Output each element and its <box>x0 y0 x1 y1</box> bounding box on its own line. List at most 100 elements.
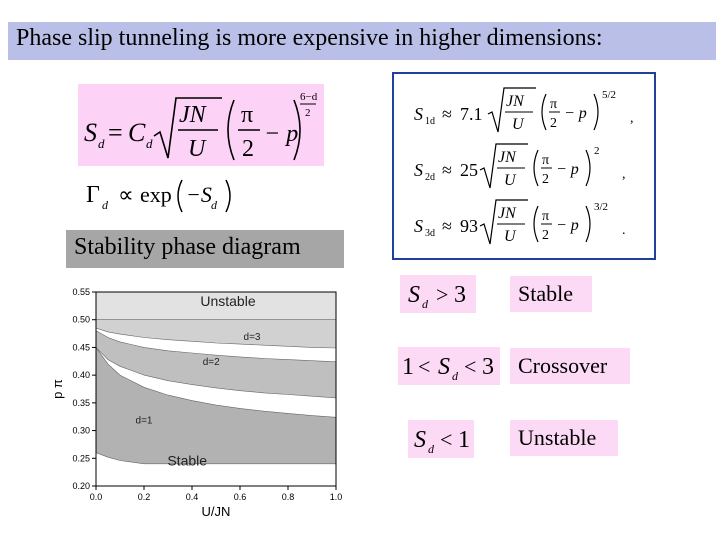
svg-text:,: , <box>630 111 634 126</box>
stable-label: Stable <box>518 281 573 306</box>
region-label: d=3 <box>244 332 261 343</box>
svg-text:JN: JN <box>506 93 525 110</box>
unstable-label-box <box>510 420 618 456</box>
region-label: d=2 <box>203 357 220 368</box>
svg-text:− p: − p <box>564 105 587 122</box>
stable-label-box <box>510 276 592 312</box>
x-axis-label: U/JN <box>202 504 231 519</box>
y-tick-label: 0.55 <box>72 287 90 297</box>
crossover-condition: 1 < S d < 3 <box>402 354 494 383</box>
svg-text:1: 1 <box>402 354 414 380</box>
svg-text:π: π <box>550 97 557 112</box>
crossover-condition-box <box>398 347 500 385</box>
svg-text:2: 2 <box>550 116 557 131</box>
actions-panel <box>392 72 656 260</box>
x-tick-label: 0.8 <box>282 492 295 502</box>
svg-text:JN: JN <box>498 205 517 222</box>
x-tick-label: 0.0 <box>90 492 103 502</box>
svg-text:3: 3 <box>482 354 494 380</box>
action-eq-3d: S 3d ≈93 JN Uπ 2 − p 3/2. <box>414 199 626 245</box>
formula-exp-den: 2 <box>305 107 311 119</box>
crossover-label-box <box>510 348 630 384</box>
svg-text:S: S <box>414 427 426 453</box>
svg-text:.: . <box>622 223 626 238</box>
svg-text:2d: 2d <box>425 172 435 183</box>
y-tick-label: 0.50 <box>72 315 90 325</box>
action-eq-1d: S 1d ≈7.1 JN Uπ 2 − p 5/2, <box>414 87 634 133</box>
svg-text:− p: − p <box>556 217 579 234</box>
svg-text:U: U <box>504 172 517 189</box>
svg-text:1: 1 <box>458 427 470 453</box>
svg-text:,: , <box>622 167 626 182</box>
exp-arg: −S <box>186 182 212 207</box>
exp-left-paren <box>177 179 183 213</box>
rate-formula: Γ d ∝ exp −S d <box>86 179 231 213</box>
action-power: 2 <box>594 145 600 157</box>
svg-text:2: 2 <box>542 228 549 243</box>
svg-text:>: > <box>436 282 448 307</box>
svg-text:d: d <box>452 369 459 383</box>
svg-text:<: < <box>464 354 476 379</box>
formula-lhs-sub: d <box>98 136 105 151</box>
stability-label-box <box>66 230 344 268</box>
right-paren <box>293 99 301 161</box>
formula-exp-num: 6−d <box>300 91 318 103</box>
y-tick-label: 0.25 <box>72 453 90 463</box>
svg-text:π: π <box>542 209 549 224</box>
svg-text:S: S <box>438 354 450 380</box>
svg-text:1d: 1d <box>425 116 435 127</box>
y-tick-label: 0.30 <box>72 426 90 436</box>
svg-text:S: S <box>414 216 423 236</box>
x-tick-label: 0.2 <box>138 492 151 502</box>
svg-text:S: S <box>414 104 423 124</box>
formula-two: 2 <box>242 136 254 162</box>
x-tick-label: 0.4 <box>186 492 199 502</box>
svg-text:≈: ≈ <box>442 216 452 236</box>
svg-text:U: U <box>512 116 525 133</box>
y-tick-label: 0.45 <box>72 342 90 352</box>
action-power: 5/2 <box>602 89 616 101</box>
svg-text:3: 3 <box>454 282 466 308</box>
exp-word: exp <box>140 182 172 207</box>
exp-right-paren <box>225 179 231 213</box>
title-banner <box>8 22 716 60</box>
unstable-label: Unstable <box>518 425 597 450</box>
svg-text:− p: − p <box>556 161 579 178</box>
svg-text:S: S <box>414 160 423 180</box>
stable-condition-box <box>400 275 476 313</box>
region-label: Unstable <box>200 293 255 309</box>
svg-text:JN: JN <box>498 149 517 166</box>
svg-text:d: d <box>422 297 429 311</box>
y-tick-label: 0.20 <box>72 481 90 491</box>
x-tick-label: 0.6 <box>234 492 247 502</box>
formula-num: JN <box>179 102 208 128</box>
action-coef: 7.1 <box>460 104 483 124</box>
x-tick-label: 1.0 <box>330 492 343 502</box>
region-label: Stable <box>167 452 207 468</box>
formula-pi: π <box>241 102 253 128</box>
region-label: d=1 <box>136 415 153 426</box>
formula-lhs: S <box>84 118 97 147</box>
formula-coef: C <box>128 118 146 147</box>
action-formula: S d = C d JN U π 2 − p 6−d 2 <box>84 91 318 162</box>
proportional-sign: ∝ <box>118 182 134 207</box>
svg-text:d: d <box>428 442 435 456</box>
y-tick-label: 0.40 <box>72 370 90 380</box>
formula-den: U <box>188 136 207 162</box>
svg-text:<: < <box>418 354 430 379</box>
y-tick-label: 0.35 <box>72 398 90 408</box>
svg-text:U: U <box>504 228 517 245</box>
unstable-region <box>96 292 336 320</box>
svg-text:<: < <box>440 427 452 452</box>
svg-text:2: 2 <box>542 172 549 187</box>
svg-text:3d: 3d <box>425 228 435 239</box>
svg-text:S: S <box>408 282 420 308</box>
svg-text:≈: ≈ <box>442 104 452 124</box>
plot-frame <box>95 291 337 487</box>
formula-coef-sub: d <box>146 136 153 151</box>
slide-title: Phase slip tunneling is more expensive i… <box>16 25 603 51</box>
svg-text:≈: ≈ <box>442 160 452 180</box>
action-power: 3/2 <box>594 201 608 213</box>
action-coef: 25 <box>460 160 478 180</box>
stability-label: Stability phase diagram <box>74 234 301 260</box>
